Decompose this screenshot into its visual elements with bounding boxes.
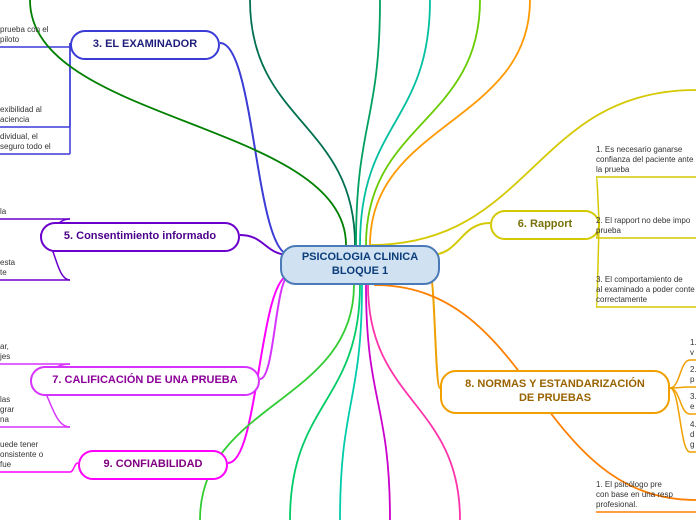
leaf-text: la [0,207,6,217]
leaf-text: prueba con el piloto [0,25,48,45]
branch-n3[interactable]: 3. EL EXAMINADOR [70,30,220,60]
leaf-text: 1. El psicólogo pre con base en una resp… [596,480,673,510]
branch-n5[interactable]: 5. Consentimiento informado [40,222,240,252]
leaf-text: 3. e [690,392,696,412]
leaf-text: dividual, el seguro todo el [0,132,51,152]
leaf-text: las grar na [0,395,14,425]
branch-n8[interactable]: 8. NORMAS Y ESTANDARIZACIÓN DE PRUEBAS [440,370,670,414]
leaf-text: 1. Es necesario ganarse confianza del pa… [596,145,693,175]
leaf-text: 4. d g [690,420,696,450]
leaf-text: 3. El comportamiento de al examinado a p… [596,275,695,305]
leaf-text: 2. p [690,365,696,385]
branch-n6[interactable]: 6. Rapport [490,210,600,240]
leaf-text: exibilidad al aciencia [0,105,42,125]
leaf-text: 2. El rapport no debe impo prueba [596,216,690,236]
branch-n9[interactable]: 9. CONFIABILIDAD [78,450,228,480]
leaf-text: esta te [0,258,15,278]
leaf-text: uede tener onsistente o fue [0,440,43,470]
center-node[interactable]: PSICOLOGIA CLINICA BLOQUE 1 [280,245,440,285]
branch-n7[interactable]: 7. CALIFICACIÓN DE UNA PRUEBA [30,366,260,396]
leaf-text: ar, jes [0,342,10,362]
leaf-text: 1. v [690,338,696,358]
